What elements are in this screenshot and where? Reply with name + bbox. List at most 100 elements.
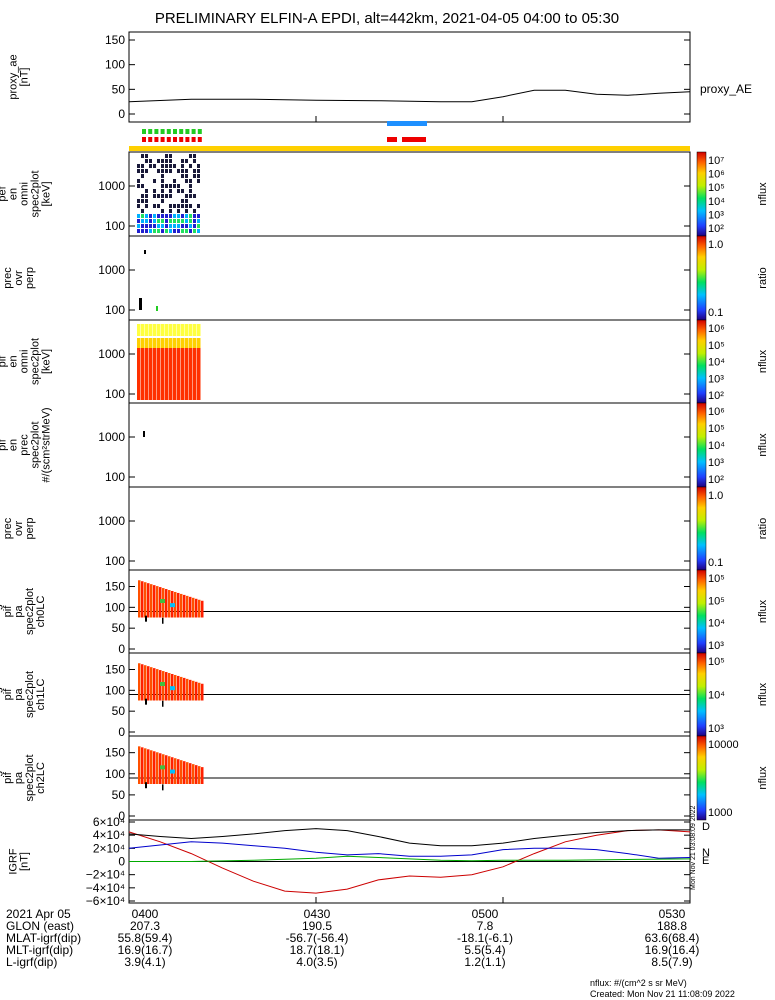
elb-pef-spec-cell bbox=[157, 174, 160, 178]
ytick-label: 100 bbox=[105, 219, 125, 233]
panel-ylabel-line: pa bbox=[13, 688, 25, 701]
elb-pef-spec-cell bbox=[189, 204, 192, 208]
elb-pef-spec-cell bbox=[193, 209, 196, 213]
panel-ylabel-line: pef bbox=[0, 185, 9, 201]
elb-pef-spec-cell bbox=[153, 154, 156, 158]
elb-pef-spec-cell bbox=[137, 194, 140, 198]
elb-pef-spec-cell bbox=[137, 174, 140, 178]
panel-ylabel-line: elg bbox=[0, 771, 3, 786]
elb-pef-spec-cell bbox=[193, 159, 196, 163]
elb-pef-spec-cell bbox=[197, 224, 200, 228]
elb-pef-spec-cell bbox=[193, 199, 196, 203]
panel-ylabel-line: spec2plot bbox=[24, 588, 36, 635]
colorbar-tick-label: 10³ bbox=[708, 209, 724, 221]
colorbar-tick-label: 0.1 bbox=[708, 557, 723, 569]
status-red-bar bbox=[387, 137, 397, 142]
elb-pef-spec-cell bbox=[169, 164, 172, 168]
footer-time-tick: 0430 bbox=[304, 907, 331, 921]
omni-spec-cell bbox=[141, 348, 145, 400]
colorbar-tick-label: 10³ bbox=[708, 457, 724, 469]
elb-pef-spec-cell bbox=[193, 229, 196, 233]
omni-spec-cell bbox=[185, 338, 189, 348]
pa-spec-cell bbox=[192, 764, 195, 784]
ytick-label: 100 bbox=[105, 554, 125, 568]
elb-pef-spec-cell bbox=[169, 219, 172, 223]
footer-value: 0400 bbox=[132, 907, 159, 921]
ytick-label: 2×10⁴ bbox=[93, 841, 125, 855]
elb-pef-spec-cell bbox=[141, 204, 144, 208]
elb-pef-spec-cell bbox=[145, 199, 148, 203]
elb-pef-spec-cell bbox=[161, 189, 164, 193]
elb-pef-spec-cell bbox=[165, 179, 168, 183]
elb-pef-spec-cell bbox=[161, 224, 164, 228]
elb-pef-spec-cell bbox=[173, 214, 176, 218]
pa-spec-cell bbox=[170, 769, 175, 774]
elb-pef-spec-cell bbox=[197, 219, 200, 223]
pa-spec-cell bbox=[138, 663, 141, 701]
ytick-label: −6×10⁴ bbox=[86, 894, 125, 908]
pa-spec-cell bbox=[144, 665, 147, 701]
pa-spec-cell bbox=[183, 761, 186, 784]
omni-spec-cell bbox=[137, 324, 141, 336]
elb-pef-spec-cell bbox=[189, 159, 192, 163]
ytick-label: 0 bbox=[118, 107, 125, 121]
pa-spec-cell bbox=[165, 755, 168, 784]
igrf-line-N bbox=[128, 841, 691, 859]
status-red-tick bbox=[148, 137, 153, 142]
elb-pef-spec-cell bbox=[149, 209, 152, 213]
panel-ylabel-line: omni bbox=[19, 182, 31, 206]
status-green-tick bbox=[197, 129, 202, 134]
panel-ylabel-line: pif bbox=[0, 355, 9, 368]
elb-pef-spec-cell bbox=[177, 199, 180, 203]
pa-spec-cell bbox=[201, 683, 204, 701]
elb-pef-spec-cell bbox=[157, 219, 160, 223]
colorbar-tick-label: 10⁴ bbox=[708, 440, 725, 452]
colorbar bbox=[696, 569, 707, 654]
elb-pef-spec-cell bbox=[157, 184, 160, 188]
ytick-label: 1000 bbox=[98, 179, 125, 193]
elb-pef-spec-cell bbox=[161, 209, 164, 213]
ytick-label: 100 bbox=[105, 683, 125, 697]
elb-pef-spec-cell bbox=[157, 169, 160, 173]
ytick-label: 50 bbox=[112, 704, 126, 718]
elb-pef-spec-cell bbox=[161, 154, 164, 158]
ytick-label: 50 bbox=[112, 82, 126, 96]
pa-spec-cell bbox=[186, 595, 189, 618]
pa-spec-cell bbox=[147, 666, 150, 701]
omni-spec-cell bbox=[153, 348, 157, 400]
footnote-created: Created: Mon Nov 21 11:08:09 2022 bbox=[590, 989, 735, 999]
pa-spec-cell bbox=[168, 756, 171, 784]
elb-pef-spec-cell bbox=[149, 164, 152, 168]
elb-pef-spec-cell bbox=[149, 154, 152, 158]
elb-pef-spec-cell bbox=[189, 164, 192, 168]
colorbar-tick-label: 10³ bbox=[708, 373, 724, 385]
omni-spec-cell bbox=[197, 348, 201, 400]
pa-spec-cell bbox=[150, 750, 153, 784]
elb-pef-spec-cell bbox=[157, 224, 160, 228]
pa-spec-cell bbox=[144, 748, 147, 784]
colorbar-tick-label: 10000 bbox=[708, 739, 739, 751]
omni-spec-cell bbox=[165, 338, 169, 348]
omni-spec-cell bbox=[189, 348, 193, 400]
pa-mark bbox=[145, 698, 147, 705]
igrf-line-B bbox=[128, 828, 690, 847]
elb-pef-spec-cell bbox=[185, 159, 188, 163]
pa-spec-cell bbox=[156, 586, 159, 618]
colorbar-tick-label: 10³ bbox=[708, 640, 724, 652]
elb-pef-spec-cell bbox=[137, 184, 140, 188]
footer-row-label: MLT-igrf(dip) bbox=[6, 943, 73, 957]
elb-pef-spec-cell bbox=[145, 174, 148, 178]
panel-ylabel-line: pif bbox=[2, 605, 14, 618]
omni-spec-cell bbox=[197, 324, 201, 336]
omni-spec-cell bbox=[141, 324, 145, 336]
footer-value: -56.7(-56.4) bbox=[286, 931, 349, 945]
elb-pef-spec-cell bbox=[149, 229, 152, 233]
ytick-label: 100 bbox=[105, 387, 125, 401]
colorbar-tick-label: 10⁵ bbox=[708, 573, 725, 585]
elb-pef-spec-cell bbox=[193, 179, 196, 183]
elb-pef-spec-cell bbox=[181, 199, 184, 203]
ytick-label: 0 bbox=[118, 809, 125, 823]
panel-ylabel-line: ovr bbox=[13, 521, 25, 537]
elb-pef-spec-cell bbox=[181, 194, 184, 198]
panel-ylabel-line: IGRF bbox=[8, 848, 20, 875]
